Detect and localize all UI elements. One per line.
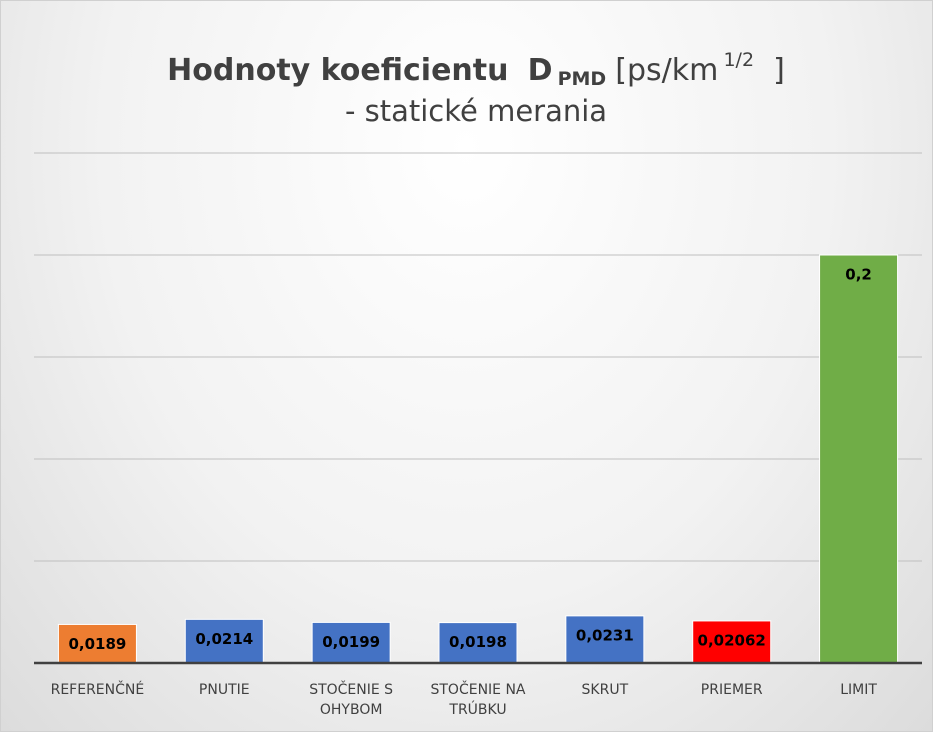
data-label: 0,0199 (322, 633, 380, 651)
bar (692, 620, 772, 664)
title-superscript: 1/2 (723, 49, 754, 71)
x-tick-label: PRIEMER (700, 682, 763, 698)
data-label: 0,02062 (698, 631, 766, 649)
x-tick-label: PNUTIE (198, 682, 250, 698)
bar (438, 622, 518, 664)
title-unit: [ps/km (615, 53, 718, 88)
title-bracket: ] (773, 53, 785, 88)
chart-title: Hodnoty koeficientu D PMD [ps/km 1/2 ] (167, 49, 785, 90)
bar (57, 623, 137, 664)
title-subscript: PMD (558, 68, 607, 90)
x-tick-label: REFERENČNÉ (50, 682, 145, 698)
title-text: Hodnoty koeficientu (167, 53, 508, 88)
chart-subtitle: - statické merania (345, 94, 607, 128)
data-label: 0,0231 (576, 626, 634, 644)
bar (311, 621, 391, 664)
data-label: 0,0198 (449, 633, 507, 651)
data-label: 0,2 (845, 266, 872, 284)
x-tick-label: STOČENIE NA TRÚBKU (430, 682, 526, 718)
title-symbol: D (528, 53, 553, 88)
x-tick-label: LIMIT (840, 682, 877, 698)
x-tick-label: SKRUT (581, 682, 629, 698)
data-label: 0,0214 (195, 630, 253, 648)
bar (819, 254, 899, 664)
data-label: 0,0189 (68, 635, 126, 653)
x-tick-label: STOČENIE S OHYBOM (309, 682, 394, 718)
bar (565, 615, 645, 664)
